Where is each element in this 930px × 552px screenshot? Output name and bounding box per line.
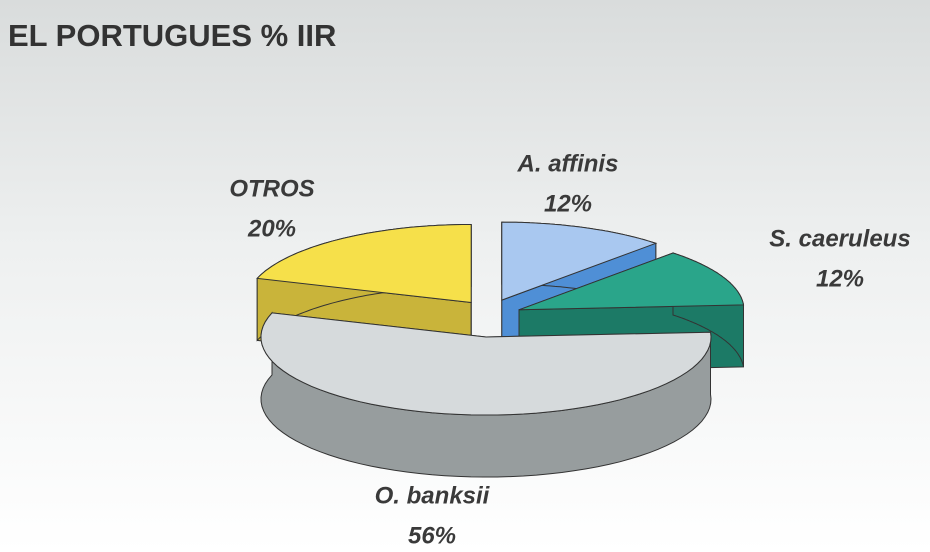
slice-top — [518, 252, 745, 311]
slice-label: S. caeruleus — [769, 225, 910, 252]
slice-top — [256, 224, 472, 304]
slice-value-label: 12% — [816, 265, 864, 292]
slice-value-label: 12% — [544, 190, 592, 217]
slice-value-label: 56% — [408, 522, 456, 549]
slice-label: O. banksii — [375, 482, 491, 509]
slice-top — [260, 312, 712, 416]
slice-value-label: 20% — [247, 215, 296, 242]
pie — [256, 221, 745, 478]
slice-top — [501, 221, 658, 301]
chart-title: EL PORTUGUES % IIR — [8, 18, 336, 53]
slice-label: A. affinis — [517, 150, 619, 177]
slice-label: OTROS — [229, 175, 314, 202]
